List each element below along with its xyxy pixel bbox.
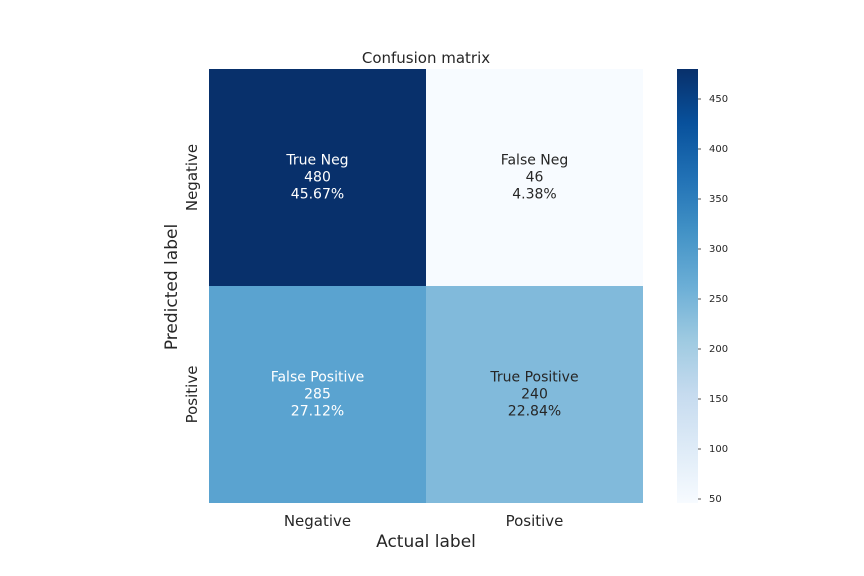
x-axis-label: Actual label [376, 532, 476, 552]
cell-percent-label: 45.67% [291, 187, 344, 203]
colorbar-tick-label: 400 [709, 144, 728, 155]
cell-count-label: 480 [304, 170, 331, 186]
heatmap-cell [426, 286, 643, 503]
x-tick-label: Negative [284, 512, 351, 530]
colorbar: 50 100 150 200 250 300 350 400 450 [677, 69, 728, 505]
cell-name-label: True Positive [489, 370, 578, 386]
colorbar-tick-label: 300 [709, 244, 728, 255]
colorbar-tick-label: 50 [709, 494, 722, 505]
y-tick-labels: Negative Positive [183, 144, 201, 424]
x-tick-labels: Negative Positive [284, 512, 564, 530]
cell-percent-label: 27.12% [291, 404, 344, 420]
cell-count-label: 285 [304, 387, 331, 403]
cell-name-label: True Neg [285, 153, 348, 169]
colorbar-gradient [677, 69, 698, 503]
cell-count-label: 240 [521, 387, 548, 403]
cell-percent-label: 4.38% [512, 187, 556, 203]
y-tick-label: Negative [183, 144, 201, 211]
colorbar-tick-label: 100 [709, 444, 728, 455]
colorbar-tick-label: 200 [709, 344, 728, 355]
heatmap-cell [426, 69, 643, 286]
heatmap-cell [209, 286, 426, 503]
y-axis-label: Predicted label [162, 224, 182, 350]
cell-count-label: 46 [526, 170, 544, 186]
colorbar-tick-label: 450 [709, 94, 728, 105]
colorbar-tick-label: 350 [709, 194, 728, 205]
colorbar-tick-label: 150 [709, 394, 728, 405]
x-tick-label: Positive [506, 512, 564, 530]
cell-name-label: False Neg [501, 153, 569, 169]
cell-percent-label: 22.84% [508, 404, 561, 420]
chart-title: Confusion matrix [362, 49, 490, 67]
cell-name-label: False Positive [271, 370, 365, 386]
heatmap-cell [209, 69, 426, 286]
colorbar-tick-label: 250 [709, 294, 728, 305]
colorbar-ticks: 50 100 150 200 250 300 350 400 450 [698, 94, 728, 505]
y-tick-label: Positive [183, 366, 201, 424]
